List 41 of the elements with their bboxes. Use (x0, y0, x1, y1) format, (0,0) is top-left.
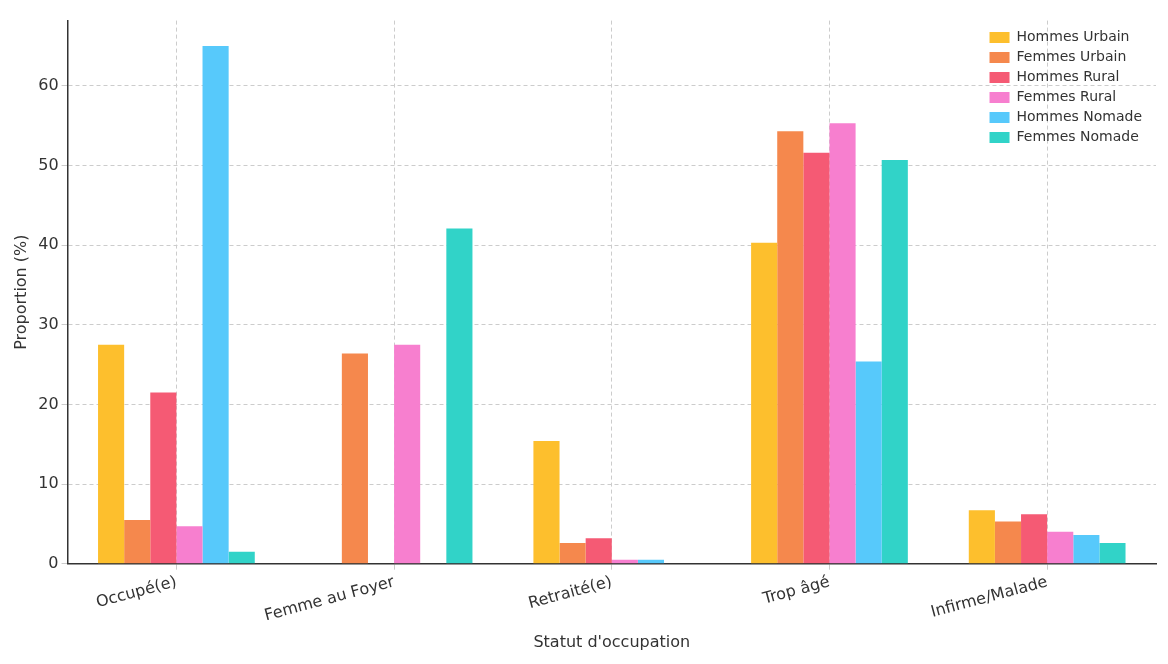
y-tick-label: 0 (48, 552, 59, 572)
legend-label: Femmes Urbain (1016, 48, 1127, 65)
bar (585, 538, 612, 564)
bar (751, 242, 778, 564)
bar (228, 551, 255, 564)
bar (855, 361, 882, 564)
y-tick-label: 30 (38, 313, 59, 333)
bar (202, 46, 229, 564)
bar (994, 521, 1022, 564)
bar (176, 526, 203, 564)
legend-label: Femmes Rural (1016, 88, 1117, 105)
y-axis-title: Proportion (%) (10, 234, 30, 350)
bar (881, 159, 908, 564)
x-axis-title: Statut d'occupation (533, 631, 691, 651)
bar (341, 353, 368, 564)
legend-label: Hommes Rural (1016, 68, 1120, 85)
bar (124, 519, 151, 564)
bar (150, 392, 177, 564)
bar (446, 228, 473, 564)
bar (1047, 531, 1074, 564)
bar (1021, 514, 1048, 564)
bar (394, 344, 421, 564)
bar (777, 131, 804, 564)
y-tick-label: 10 (38, 473, 59, 493)
legend-label: Femmes Nomade (1016, 128, 1139, 145)
bar (803, 152, 830, 564)
x-tick-label: Trop âgé (759, 571, 832, 608)
bar (559, 542, 586, 564)
y-tick-label: 50 (38, 154, 59, 174)
legend-label: Hommes Nomade (1016, 108, 1142, 125)
bar (968, 510, 995, 564)
bar (1099, 542, 1126, 564)
y-tick-label: 20 (38, 393, 59, 413)
y-tick-label: 40 (38, 234, 59, 254)
bar (1073, 535, 1100, 564)
bar (98, 344, 125, 564)
x-tick-label: Femme au Foyer (262, 571, 397, 625)
y-tick-label: 60 (38, 75, 59, 95)
legend-label: Hommes Urbain (1016, 28, 1130, 45)
bar (533, 441, 560, 564)
bar (829, 123, 856, 564)
